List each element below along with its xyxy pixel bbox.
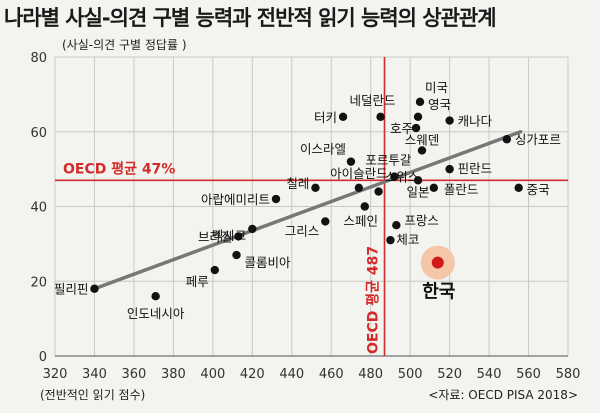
point-label: 폴란드	[444, 182, 479, 197]
point-label: 영국	[428, 97, 451, 112]
point-label: 캐나다	[458, 114, 493, 129]
data-point	[411, 123, 421, 133]
data-point	[338, 112, 348, 122]
point-label: 인도네시아	[127, 306, 185, 321]
data-point	[413, 112, 423, 122]
point-label: 터키	[314, 110, 337, 125]
x-axis-label: (전반적인 읽기 점수)	[40, 388, 145, 402]
point-label: 아이슬란드	[330, 166, 388, 181]
point-label: 멕시코	[212, 228, 247, 243]
data-point	[360, 202, 369, 211]
data-point	[321, 217, 330, 226]
oecd-average-vertical-label: OECD 평균 487	[365, 246, 382, 354]
data-point	[392, 220, 401, 230]
x-tick-label: 540	[477, 367, 502, 382]
x-tick-label: 440	[279, 367, 304, 382]
data-point	[386, 235, 395, 245]
x-tick-label: 460	[319, 367, 344, 382]
x-tick-label: 480	[358, 367, 383, 382]
point-label: 스웨덴	[405, 132, 440, 147]
x-tick-label: 580	[556, 367, 581, 382]
data-point	[514, 183, 523, 193]
data-point	[90, 284, 99, 293]
point-label: 프랑스	[404, 213, 439, 228]
y-tick-label: 80	[30, 51, 47, 66]
point-label: 스페인	[344, 214, 379, 229]
data-point	[415, 97, 425, 107]
grid-lines	[54, 56, 569, 356]
data-point	[445, 116, 454, 125]
x-tick-label: 420	[240, 367, 265, 382]
data-point	[311, 183, 320, 193]
point-label: 스위스	[385, 170, 420, 185]
x-tick-label: 380	[161, 367, 186, 382]
y-tick-label: 40	[30, 201, 47, 216]
x-tick-label: 400	[200, 367, 225, 382]
point-label: 그리스	[285, 223, 320, 238]
data-point	[354, 183, 364, 193]
data-point	[417, 146, 427, 155]
y-tick-label: 60	[30, 126, 47, 141]
y-tick-label: 20	[30, 275, 47, 290]
point-label: 아랍에미리트	[201, 192, 270, 207]
point-label: 핀란드	[458, 161, 493, 176]
data-point	[445, 164, 454, 174]
point-label: 칠레	[286, 176, 309, 191]
data-point	[502, 135, 512, 144]
point-label: 중국	[527, 182, 550, 197]
data-point	[271, 194, 281, 204]
data-point	[376, 112, 385, 122]
x-tick-label: 520	[437, 367, 462, 382]
x-tick-label: 500	[398, 367, 423, 382]
point-label: 페루	[186, 274, 209, 289]
point-label: 포르투갈	[365, 153, 412, 168]
data-point	[151, 292, 160, 301]
point-label: 일본	[407, 184, 430, 199]
x-tick-label: 560	[516, 367, 541, 382]
point-label: 이스라엘	[300, 142, 346, 157]
point-label: 필리핀	[54, 282, 89, 297]
point-label: 싱가포르	[515, 132, 561, 147]
data-point	[374, 187, 383, 196]
data-point	[210, 265, 220, 275]
data-point	[413, 176, 423, 185]
data-point	[346, 157, 356, 166]
axes: 0 20 40 60 80 320 340 360 380 400 420 440 460 480 500 5…	[30, 51, 580, 382]
x-tick-label: 360	[122, 367, 147, 382]
source-note: <자료: OECD PISA 2018>	[428, 388, 578, 402]
x-tick-label: 340	[82, 367, 107, 382]
data-point	[390, 172, 399, 181]
x-tick-label: 320	[43, 367, 68, 382]
trend-line-group	[92, 130, 523, 291]
point-label: 미국	[425, 80, 448, 95]
point-label: 호주	[390, 121, 413, 136]
point-label: 한국	[422, 282, 455, 303]
y-tick-label: 0	[39, 350, 47, 365]
point-korea	[431, 256, 444, 269]
chart-title: 나라별 사실-의견 구별 능력과 전반적 읽기 능력의 상관관계	[4, 6, 497, 30]
y-axis-label: (사실-의견 구별 정답률 )	[62, 38, 187, 52]
reference-lines: OECD 평균 47% OECD 평균 487	[55, 57, 568, 356]
data-point	[232, 250, 241, 260]
oecd-average-horizontal-label: OECD 평균 47%	[63, 160, 175, 177]
point-label: 콜롬비아	[245, 255, 292, 270]
point-label: 체코	[396, 232, 419, 247]
point-label: 네덜란드	[350, 93, 396, 108]
data-point	[248, 224, 257, 234]
data-point	[234, 232, 243, 241]
trend-line	[92, 130, 523, 291]
data-point	[429, 183, 439, 193]
point-label: 브라질	[198, 229, 233, 244]
